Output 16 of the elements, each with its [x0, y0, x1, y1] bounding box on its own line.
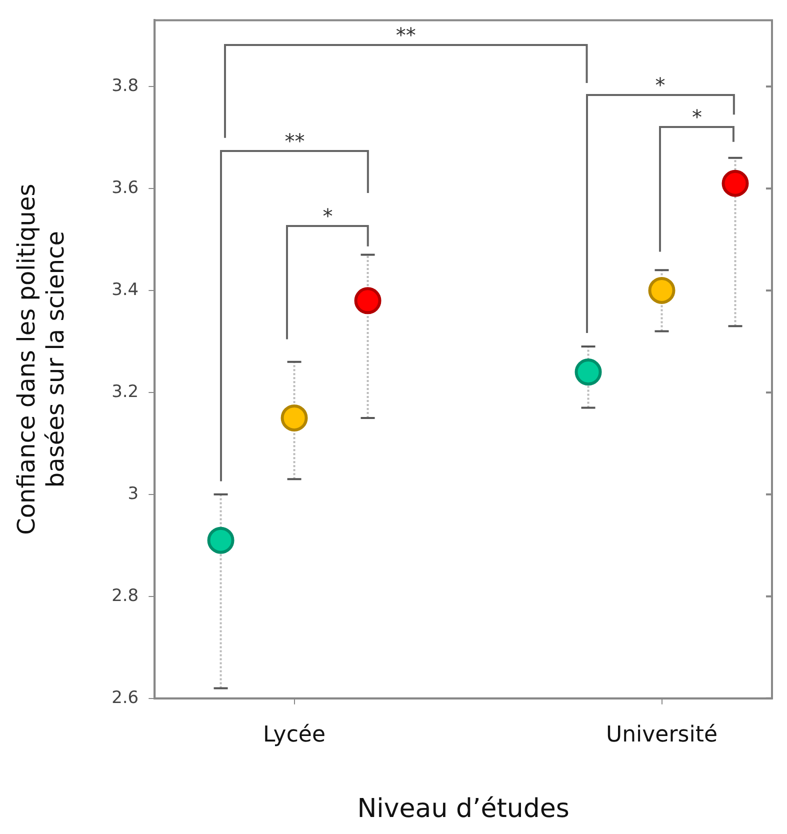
y-tick-label: 3.4	[112, 280, 139, 300]
annotation: *	[655, 73, 666, 98]
annotation: *	[692, 105, 702, 130]
y-axis-title: Confiance dans les politiques basées sur la science	[12, 184, 70, 535]
y-tick-label: 3	[128, 484, 139, 504]
y-tick-label: 2.6	[112, 688, 139, 708]
annotation: **	[396, 22, 416, 47]
y-tick-label: 3.2	[112, 382, 139, 402]
y-tick-label: 3.6	[112, 178, 139, 198]
y-tick-label: 3.8	[112, 76, 139, 96]
annotation: **	[284, 129, 305, 154]
annotation: *	[322, 204, 333, 228]
x-tick-label: Lycée	[263, 722, 326, 748]
x-axis-title: Niveau d’études	[357, 794, 570, 824]
y-tick-label: 2.8	[112, 586, 139, 606]
x-tick-label: Université	[606, 722, 718, 748]
